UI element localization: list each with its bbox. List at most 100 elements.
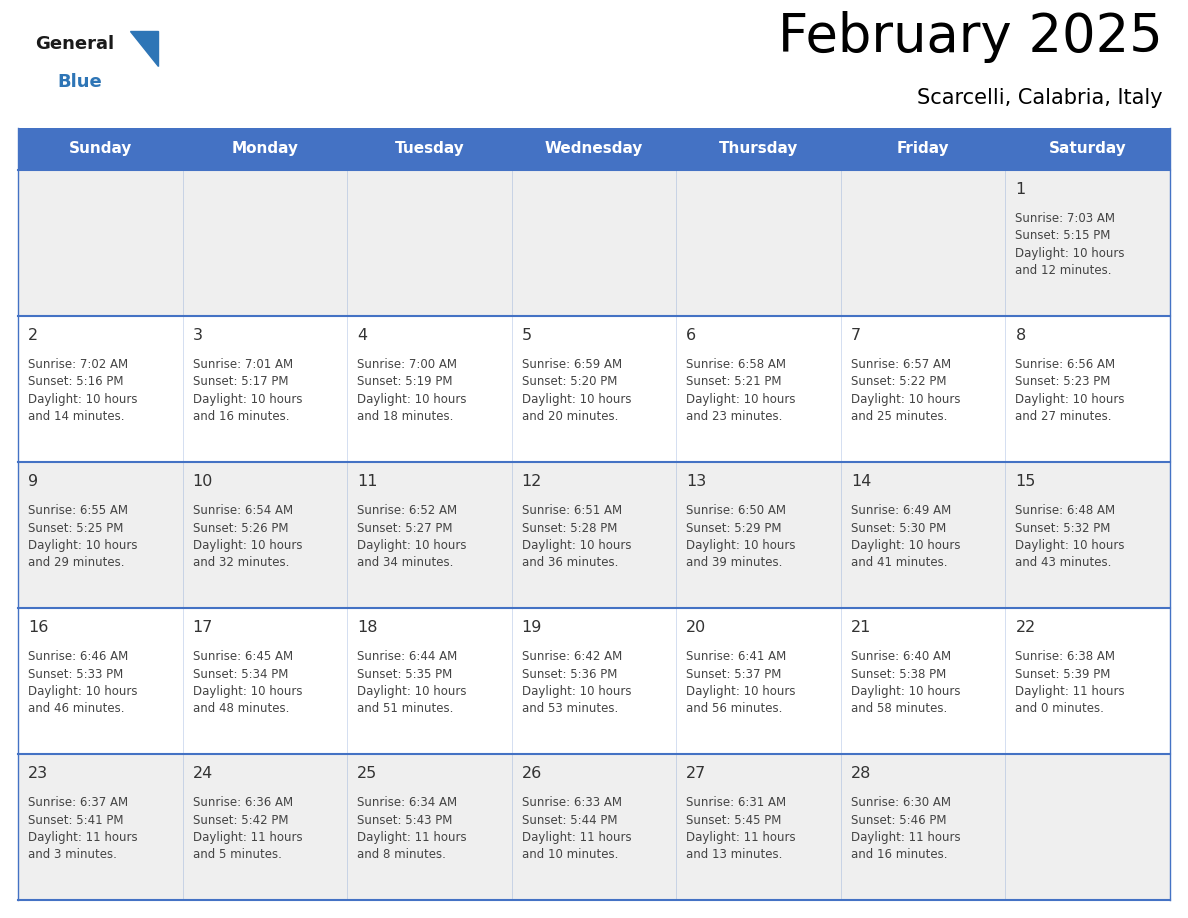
Text: Sunrise: 6:59 AM: Sunrise: 6:59 AM: [522, 358, 621, 371]
Text: 19: 19: [522, 620, 542, 635]
Bar: [1005, 170, 1170, 316]
Text: 26: 26: [522, 766, 542, 781]
Text: Daylight: 10 hours: Daylight: 10 hours: [192, 685, 302, 698]
Text: and 41 minutes.: and 41 minutes.: [851, 556, 947, 569]
Bar: [347, 754, 512, 900]
Text: and 16 minutes.: and 16 minutes.: [851, 848, 947, 861]
Bar: [18, 608, 183, 754]
Text: Sunset: 5:21 PM: Sunset: 5:21 PM: [687, 375, 782, 388]
Bar: [676, 462, 841, 608]
Text: 22: 22: [1016, 620, 1036, 635]
Bar: [1005, 128, 1170, 170]
Text: 24: 24: [192, 766, 213, 781]
Text: Tuesday: Tuesday: [394, 141, 465, 156]
Text: 2: 2: [29, 328, 38, 343]
Bar: [676, 170, 841, 316]
Text: 9: 9: [29, 474, 38, 489]
Bar: [676, 608, 841, 754]
Bar: [183, 316, 347, 462]
Text: Wednesday: Wednesday: [545, 141, 643, 156]
Text: Daylight: 11 hours: Daylight: 11 hours: [687, 831, 796, 844]
Text: 13: 13: [687, 474, 707, 489]
Text: Sunrise: 6:48 AM: Sunrise: 6:48 AM: [1016, 504, 1116, 517]
Text: and 0 minutes.: and 0 minutes.: [1016, 702, 1105, 715]
Text: 16: 16: [29, 620, 49, 635]
Text: and 29 minutes.: and 29 minutes.: [29, 556, 125, 569]
Text: Daylight: 10 hours: Daylight: 10 hours: [29, 393, 138, 406]
Text: 15: 15: [1016, 474, 1036, 489]
Text: Sunset: 5:19 PM: Sunset: 5:19 PM: [358, 375, 453, 388]
Text: 27: 27: [687, 766, 707, 781]
Text: Sunrise: 6:37 AM: Sunrise: 6:37 AM: [29, 796, 128, 809]
Text: Daylight: 11 hours: Daylight: 11 hours: [1016, 685, 1125, 698]
Bar: [512, 170, 676, 316]
Bar: [183, 128, 347, 170]
Text: Sunrise: 6:58 AM: Sunrise: 6:58 AM: [687, 358, 786, 371]
Text: Daylight: 10 hours: Daylight: 10 hours: [687, 393, 796, 406]
Text: 1: 1: [1016, 182, 1025, 197]
Text: 23: 23: [29, 766, 49, 781]
Text: Sunset: 5:36 PM: Sunset: 5:36 PM: [522, 667, 617, 680]
Bar: [183, 608, 347, 754]
Text: and 10 minutes.: and 10 minutes.: [522, 848, 618, 861]
Text: Sunrise: 6:49 AM: Sunrise: 6:49 AM: [851, 504, 952, 517]
Text: Sunrise: 6:56 AM: Sunrise: 6:56 AM: [1016, 358, 1116, 371]
Bar: [512, 608, 676, 754]
Text: Sunrise: 6:57 AM: Sunrise: 6:57 AM: [851, 358, 950, 371]
Bar: [183, 754, 347, 900]
Text: Thursday: Thursday: [719, 141, 798, 156]
Text: Daylight: 11 hours: Daylight: 11 hours: [522, 831, 631, 844]
Text: 8: 8: [1016, 328, 1025, 343]
Text: Sunrise: 6:38 AM: Sunrise: 6:38 AM: [1016, 650, 1116, 663]
Text: Sunrise: 6:54 AM: Sunrise: 6:54 AM: [192, 504, 292, 517]
Text: 4: 4: [358, 328, 367, 343]
Text: Sunset: 5:20 PM: Sunset: 5:20 PM: [522, 375, 617, 388]
Text: Daylight: 10 hours: Daylight: 10 hours: [358, 539, 467, 552]
Text: 20: 20: [687, 620, 707, 635]
Bar: [512, 128, 676, 170]
Text: Sunrise: 7:02 AM: Sunrise: 7:02 AM: [29, 358, 128, 371]
Text: Friday: Friday: [897, 141, 949, 156]
Text: 14: 14: [851, 474, 871, 489]
Text: 6: 6: [687, 328, 696, 343]
Text: Daylight: 10 hours: Daylight: 10 hours: [522, 685, 631, 698]
Bar: [183, 462, 347, 608]
Text: Daylight: 10 hours: Daylight: 10 hours: [851, 539, 960, 552]
Text: Sunrise: 6:46 AM: Sunrise: 6:46 AM: [29, 650, 128, 663]
Bar: [676, 754, 841, 900]
Text: and 8 minutes.: and 8 minutes.: [358, 848, 446, 861]
Text: and 23 minutes.: and 23 minutes.: [687, 410, 783, 423]
Bar: [841, 128, 1005, 170]
Text: Sunrise: 6:45 AM: Sunrise: 6:45 AM: [192, 650, 292, 663]
Text: Monday: Monday: [232, 141, 298, 156]
Text: Sunrise: 7:01 AM: Sunrise: 7:01 AM: [192, 358, 292, 371]
Text: Daylight: 11 hours: Daylight: 11 hours: [851, 831, 960, 844]
Bar: [1005, 462, 1170, 608]
Text: Daylight: 10 hours: Daylight: 10 hours: [358, 393, 467, 406]
Bar: [347, 170, 512, 316]
Bar: [841, 170, 1005, 316]
Text: Sunrise: 6:33 AM: Sunrise: 6:33 AM: [522, 796, 621, 809]
Text: Sunrise: 6:44 AM: Sunrise: 6:44 AM: [358, 650, 457, 663]
Text: Daylight: 11 hours: Daylight: 11 hours: [29, 831, 138, 844]
Text: and 43 minutes.: and 43 minutes.: [1016, 556, 1112, 569]
Text: and 48 minutes.: and 48 minutes.: [192, 702, 289, 715]
Text: Daylight: 10 hours: Daylight: 10 hours: [29, 685, 138, 698]
Text: Daylight: 10 hours: Daylight: 10 hours: [851, 393, 960, 406]
Text: 7: 7: [851, 328, 861, 343]
Text: Sunset: 5:27 PM: Sunset: 5:27 PM: [358, 521, 453, 534]
Text: Sunset: 5:39 PM: Sunset: 5:39 PM: [1016, 667, 1111, 680]
Bar: [18, 754, 183, 900]
Text: Sunrise: 7:03 AM: Sunrise: 7:03 AM: [1016, 212, 1116, 225]
Bar: [18, 316, 183, 462]
Text: 18: 18: [358, 620, 378, 635]
Text: Daylight: 10 hours: Daylight: 10 hours: [358, 685, 467, 698]
Text: and 13 minutes.: and 13 minutes.: [687, 848, 783, 861]
Text: Sunrise: 6:34 AM: Sunrise: 6:34 AM: [358, 796, 457, 809]
Text: and 36 minutes.: and 36 minutes.: [522, 556, 618, 569]
Bar: [1005, 316, 1170, 462]
Text: Sunset: 5:43 PM: Sunset: 5:43 PM: [358, 813, 453, 826]
Text: Daylight: 10 hours: Daylight: 10 hours: [1016, 539, 1125, 552]
Text: 17: 17: [192, 620, 213, 635]
Bar: [512, 462, 676, 608]
